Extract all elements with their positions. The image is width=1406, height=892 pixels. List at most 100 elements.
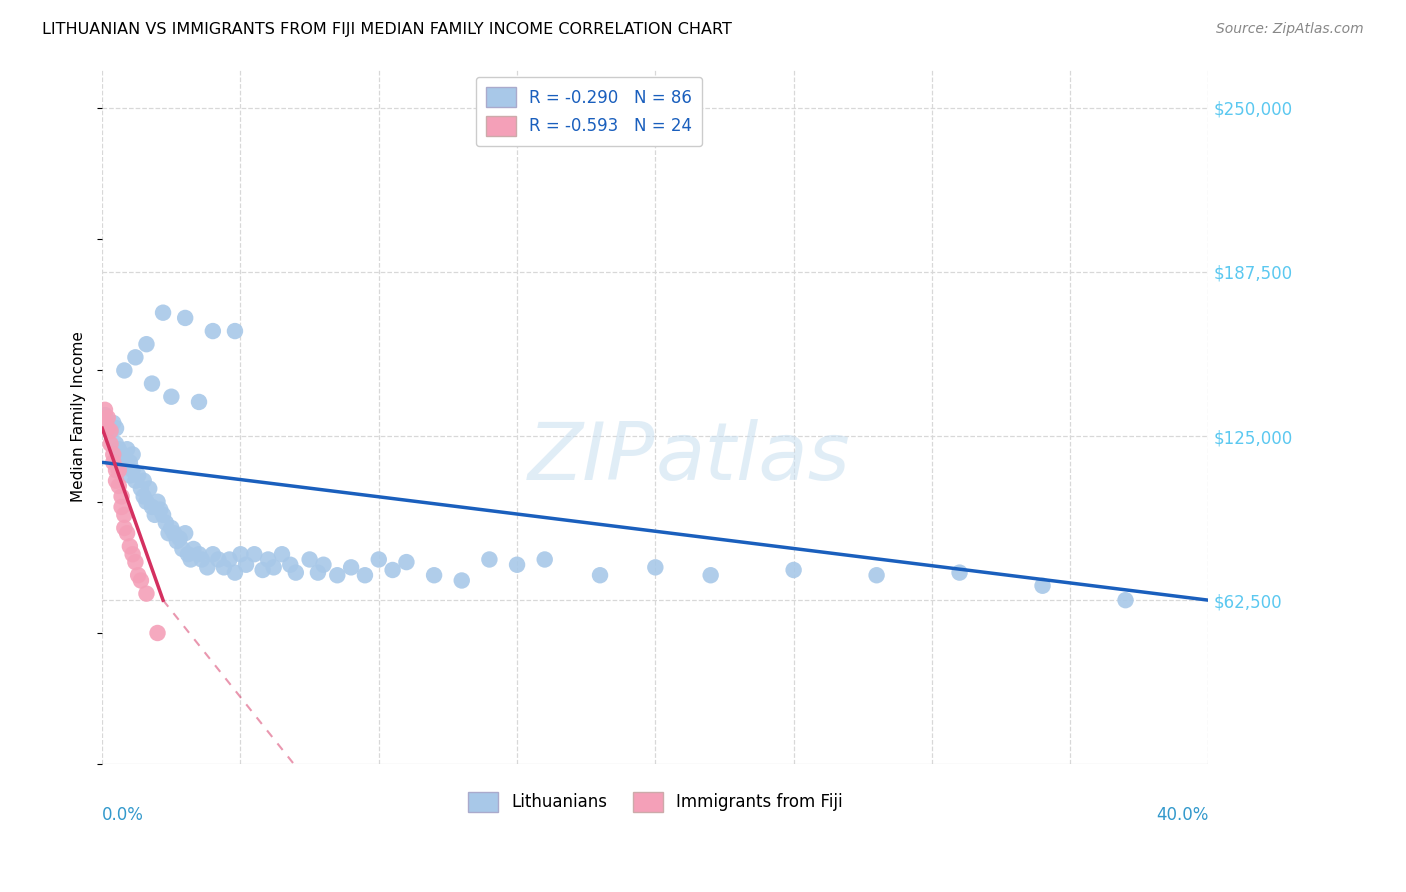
- Point: [450, 574, 472, 588]
- Point: [129, 574, 152, 588]
- Text: 40.0%: 40.0%: [1156, 806, 1209, 824]
- Point: [229, 547, 252, 561]
- Point: [174, 310, 197, 325]
- Point: [146, 626, 169, 640]
- Point: [865, 568, 887, 582]
- Point: [118, 455, 141, 469]
- Point: [135, 337, 157, 351]
- Point: [278, 558, 301, 572]
- Text: 0.0%: 0.0%: [103, 806, 143, 824]
- Point: [110, 500, 132, 514]
- Point: [100, 424, 122, 438]
- Point: [146, 494, 169, 508]
- Point: [166, 534, 188, 549]
- Point: [105, 437, 128, 451]
- Point: [115, 526, 138, 541]
- Point: [138, 482, 160, 496]
- Point: [152, 306, 174, 320]
- Point: [224, 324, 246, 338]
- Text: atlas: atlas: [655, 419, 851, 497]
- Point: [121, 463, 143, 477]
- Point: [201, 547, 224, 561]
- Point: [121, 447, 143, 461]
- Point: [105, 463, 128, 477]
- Point: [135, 586, 157, 600]
- Point: [105, 474, 128, 488]
- Point: [94, 402, 117, 417]
- Point: [191, 552, 214, 566]
- Point: [97, 416, 120, 430]
- Point: [143, 508, 166, 522]
- Point: [180, 552, 202, 566]
- Point: [103, 447, 125, 461]
- Point: [124, 474, 146, 488]
- Point: [94, 408, 117, 422]
- Point: [1031, 579, 1053, 593]
- Point: [948, 566, 970, 580]
- Point: [100, 424, 122, 438]
- Point: [589, 568, 612, 582]
- Point: [699, 568, 721, 582]
- Point: [533, 552, 555, 566]
- Point: [97, 410, 120, 425]
- Point: [110, 447, 132, 461]
- Point: [107, 479, 129, 493]
- Point: [124, 351, 146, 365]
- Point: [152, 508, 174, 522]
- Point: [112, 521, 135, 535]
- Legend: Lithuanians, Immigrants from Fiji: Lithuanians, Immigrants from Fiji: [461, 785, 849, 819]
- Point: [423, 568, 446, 582]
- Point: [326, 568, 349, 582]
- Point: [298, 552, 321, 566]
- Point: [218, 552, 240, 566]
- Point: [129, 482, 152, 496]
- Point: [127, 468, 149, 483]
- Point: [224, 566, 246, 580]
- Point: [157, 526, 180, 541]
- Point: [155, 516, 177, 530]
- Point: [183, 541, 205, 556]
- Point: [212, 560, 235, 574]
- Point: [195, 560, 218, 574]
- Point: [312, 558, 335, 572]
- Point: [118, 468, 141, 483]
- Point: [141, 500, 163, 514]
- Point: [107, 442, 129, 457]
- Point: [235, 558, 257, 572]
- Point: [118, 540, 141, 554]
- Point: [107, 463, 129, 477]
- Point: [149, 502, 172, 516]
- Point: [103, 416, 125, 430]
- Point: [381, 563, 404, 577]
- Point: [478, 552, 501, 566]
- Point: [110, 490, 132, 504]
- Point: [163, 526, 186, 541]
- Point: [105, 421, 128, 435]
- Point: [127, 568, 149, 582]
- Point: [177, 547, 200, 561]
- Point: [506, 558, 529, 572]
- Point: [100, 437, 122, 451]
- Point: [644, 560, 666, 574]
- Point: [1114, 593, 1136, 607]
- Point: [367, 552, 389, 566]
- Point: [132, 474, 155, 488]
- Point: [782, 563, 804, 577]
- Point: [188, 547, 211, 561]
- Point: [169, 532, 191, 546]
- Point: [188, 395, 211, 409]
- Point: [135, 494, 157, 508]
- Point: [141, 376, 163, 391]
- Point: [207, 552, 229, 566]
- Point: [112, 363, 135, 377]
- Point: [112, 455, 135, 469]
- Point: [112, 508, 135, 522]
- Point: [257, 552, 280, 566]
- Point: [395, 555, 418, 569]
- Point: [124, 555, 146, 569]
- Point: [263, 560, 285, 574]
- Point: [160, 390, 183, 404]
- Point: [160, 521, 183, 535]
- Point: [97, 421, 120, 435]
- Point: [243, 547, 266, 561]
